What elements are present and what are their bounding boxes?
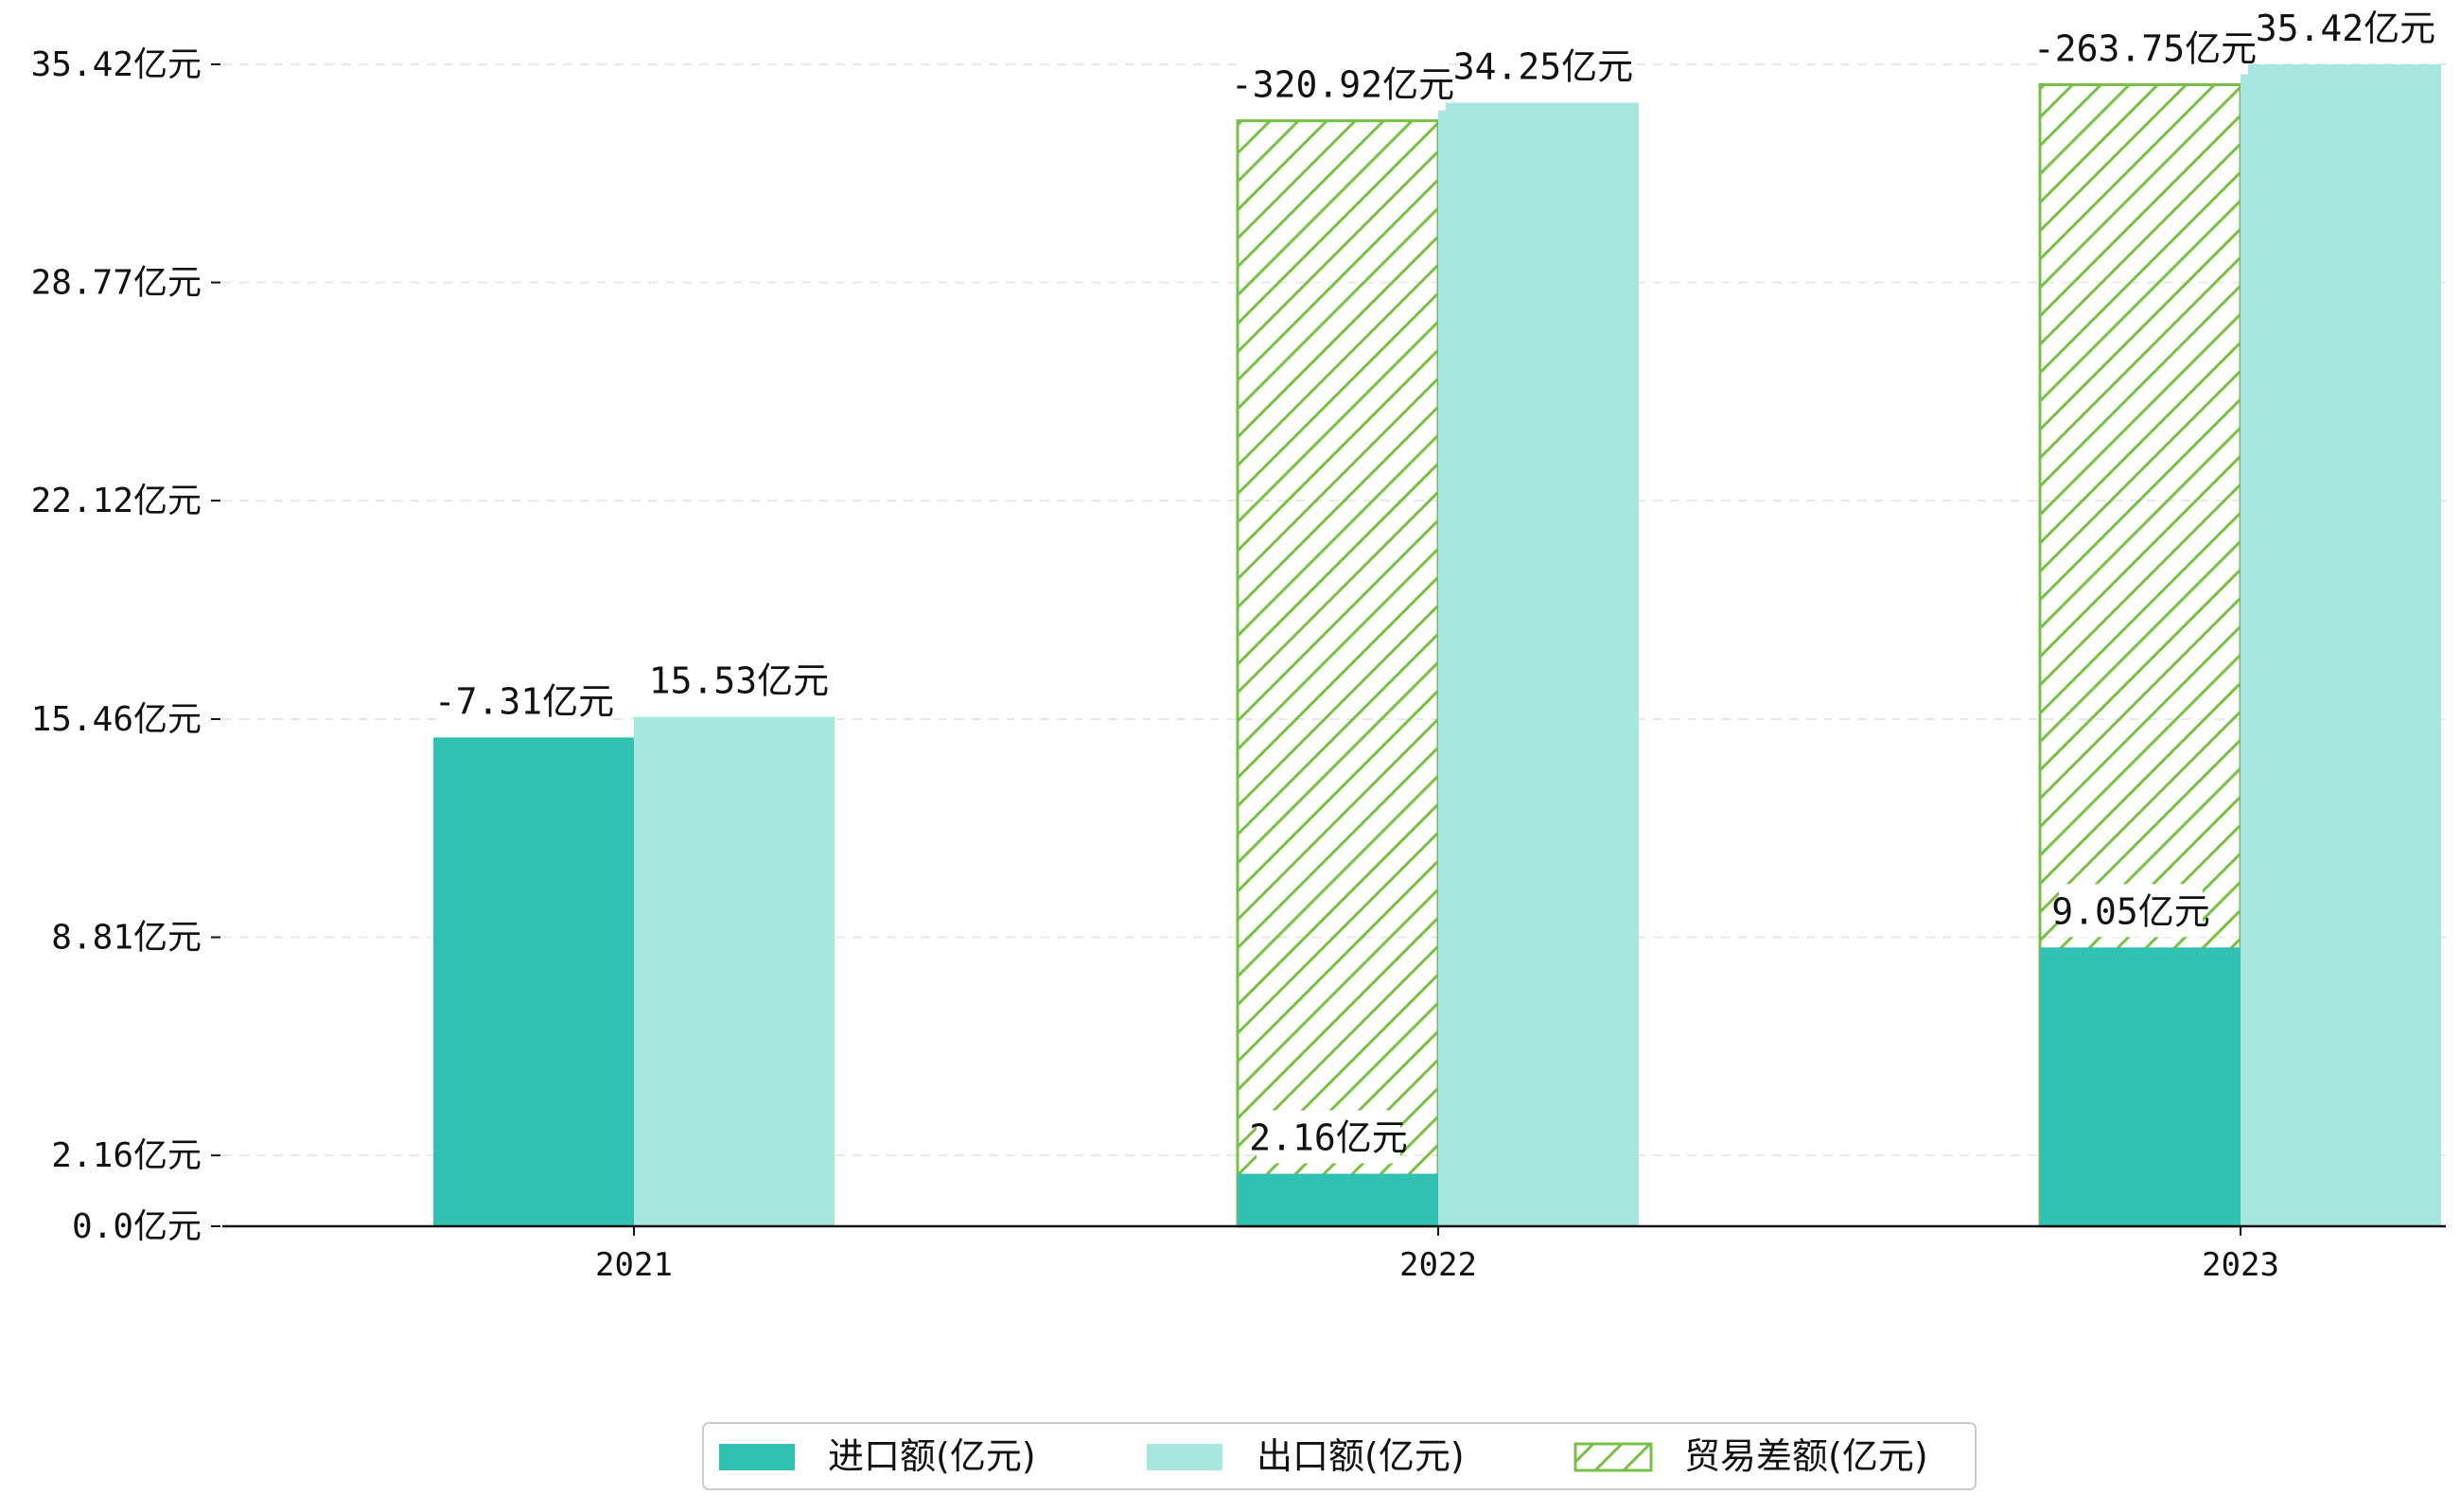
bar-export (634, 716, 835, 1226)
data-label-bg (657, 653, 821, 707)
data-label: 9.05亿元 (2051, 890, 2210, 932)
bar-trade-balance (1236, 119, 1440, 1228)
data-label-bg (1239, 57, 1446, 111)
legend-label: 贸易差额(亿元) (1684, 1435, 1928, 1477)
bar-import (433, 737, 634, 1226)
bar-export (1438, 102, 1639, 1227)
legend-swatch (719, 1444, 795, 1470)
y-tick-label: 15.46亿元 (31, 700, 202, 739)
legend-label: 出口额(亿元) (1257, 1435, 1465, 1477)
x-tick-label: 2023 (2202, 1246, 2279, 1284)
y-tick-label: 35.42亿元 (31, 45, 202, 84)
y-tick-label: 22.12亿元 (31, 482, 202, 520)
y-tick-label: 0.0亿元 (72, 1207, 202, 1246)
legend-box (702, 1422, 1977, 1490)
y-tick-label: 8.81亿元 (51, 919, 202, 958)
data-label-bg (2059, 884, 2203, 938)
data-label: -7.31亿元 (434, 680, 614, 722)
bar-export (2241, 64, 2441, 1226)
data-label: 35.42亿元 (2256, 8, 2435, 49)
data-label: 34.25亿元 (1453, 46, 1633, 88)
legend-swatch (1147, 1444, 1222, 1470)
x-tick-label: 2021 (595, 1246, 673, 1284)
data-label: -320.92亿元 (1231, 64, 1454, 106)
data-label-bg (1461, 39, 1626, 93)
bar-import (2040, 947, 2241, 1226)
bar-import (1238, 1173, 1438, 1226)
legend-label: 进口额(亿元) (828, 1435, 1036, 1477)
data-label-bg (2263, 1, 2428, 54)
data-label-bg (442, 674, 606, 728)
data-label-bg (1257, 1110, 1400, 1164)
data-label: 2.16亿元 (1249, 1117, 1408, 1159)
data-label: -263.75亿元 (2033, 27, 2257, 69)
y-tick-label: 28.77亿元 (31, 264, 202, 303)
x-tick-label: 2022 (1399, 1246, 1477, 1284)
y-tick-label: 2.16亿元 (51, 1136, 202, 1175)
legend-swatch-hatched (1573, 1442, 1653, 1472)
data-label: 15.53亿元 (649, 660, 829, 702)
data-label-bg (2042, 21, 2248, 75)
